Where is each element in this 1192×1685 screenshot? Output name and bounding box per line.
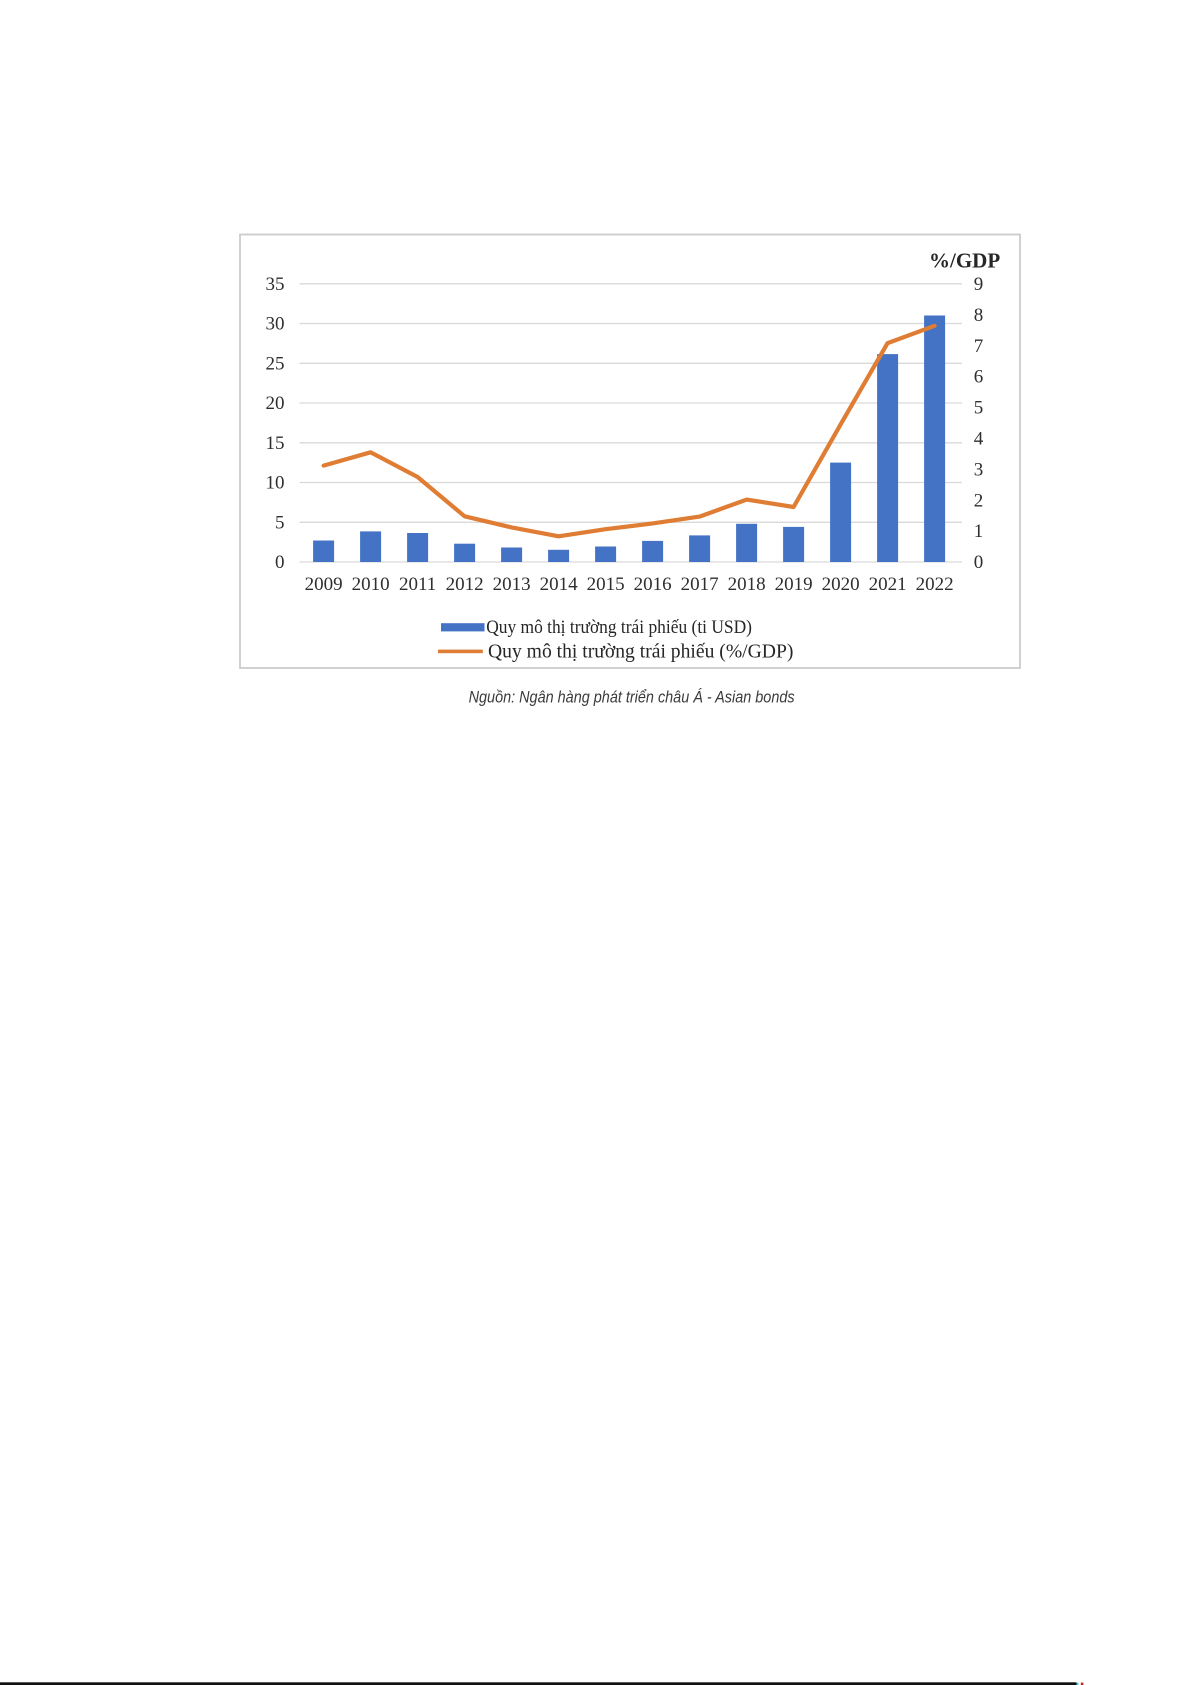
svg-text:2015: 2015 (587, 574, 625, 595)
svg-text:1: 1 (974, 521, 984, 542)
svg-text:25: 25 (266, 354, 285, 375)
svg-text:Quy mô thị trường trái phiếu (: Quy mô thị trường trái phiếu (ti USD) (486, 618, 752, 638)
svg-text:Nguồn: Ngân hàng phát triển ch: Nguồn: Ngân hàng phát triển châu Á - Asi… (469, 688, 795, 707)
svg-text:2010: 2010 (352, 574, 390, 595)
svg-text:2011: 2011 (399, 574, 436, 595)
svg-text:2012: 2012 (446, 574, 484, 595)
svg-text:2013: 2013 (493, 574, 531, 595)
svg-text:2017: 2017 (681, 574, 719, 595)
svg-text:2019: 2019 (775, 574, 813, 595)
svg-text:%/GDP: %/GDP (929, 249, 1000, 273)
svg-text:2: 2 (974, 490, 984, 511)
svg-text:7: 7 (974, 336, 984, 357)
svg-text:5: 5 (974, 398, 984, 419)
svg-text:10: 10 (266, 473, 285, 494)
svg-text:0: 0 (275, 552, 285, 573)
svg-text:15: 15 (266, 433, 285, 454)
svg-text:35: 35 (266, 274, 285, 295)
svg-text:2020: 2020 (822, 574, 860, 595)
svg-text:6: 6 (974, 367, 984, 388)
svg-text:4: 4 (974, 429, 984, 450)
svg-text:2022: 2022 (916, 574, 954, 595)
svg-text:5: 5 (275, 513, 285, 534)
svg-text:30: 30 (266, 314, 285, 335)
svg-text:20: 20 (266, 393, 285, 414)
svg-text:2016: 2016 (634, 574, 672, 595)
svg-text:2021: 2021 (869, 574, 907, 595)
svg-text:2009: 2009 (305, 574, 343, 595)
svg-text:3: 3 (974, 459, 984, 480)
svg-text:8: 8 (974, 305, 984, 326)
svg-text:2014: 2014 (540, 574, 579, 595)
svg-text:2018: 2018 (728, 574, 766, 595)
svg-text:Quy mô thị trường trái phiếu (: Quy mô thị trường trái phiếu (%/GDP) (488, 640, 793, 662)
svg-text:9: 9 (974, 274, 984, 295)
svg-text:0: 0 (974, 552, 984, 573)
